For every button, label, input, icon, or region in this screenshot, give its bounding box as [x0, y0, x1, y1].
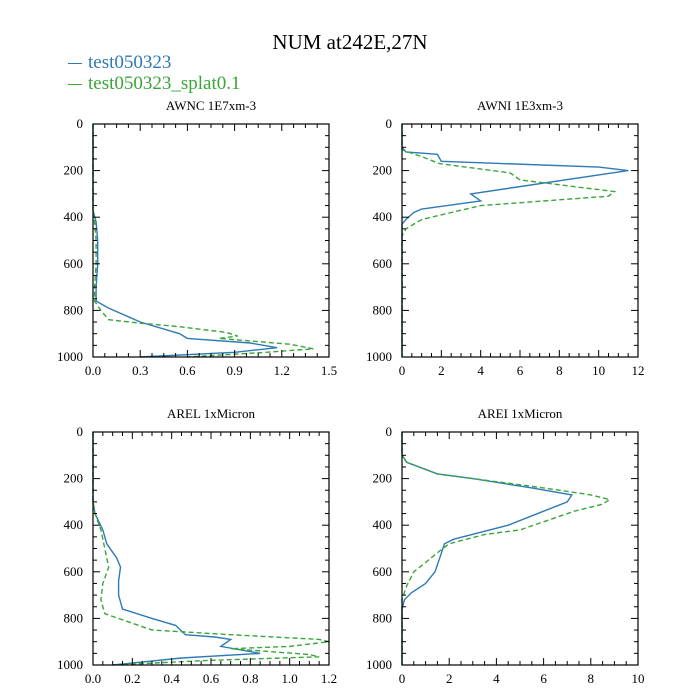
- plot-frame: [401, 123, 639, 358]
- panel-title: AWNI 1E3xm-3: [477, 98, 563, 113]
- y-tick-label: 1000: [366, 657, 392, 672]
- legend-label-splat: test050323_splat0.1: [88, 73, 241, 94]
- x-tick-label: 0.9: [226, 363, 242, 378]
- panel-title: AWNC 1E7xm-3: [166, 98, 256, 113]
- x-tick-label: 0: [399, 671, 406, 686]
- x-tick-label: 0: [399, 363, 406, 378]
- y-tick-label: 400: [373, 517, 393, 532]
- series-line-splat: [92, 124, 314, 358]
- y-tick-label: 200: [64, 163, 84, 178]
- y-tick-label: 0: [77, 424, 84, 439]
- x-tick-label: 0.2: [124, 671, 140, 686]
- series-line-test050323: [92, 124, 278, 358]
- x-tick-label: 10: [632, 671, 645, 686]
- y-tick-label: 200: [373, 471, 393, 486]
- plot-frame: [92, 431, 330, 666]
- x-tick-label: 4: [493, 671, 500, 686]
- y-tick-label: 600: [64, 564, 84, 579]
- x-tick-label: 0.0: [85, 363, 101, 378]
- chart-panel-4: AREI 1xMicron 0 200 400 600 800 1000 0 2 4 6 8 10: [366, 406, 645, 686]
- series-line-splat: [401, 432, 612, 665]
- series-line-test050323: [401, 124, 629, 357]
- y-tick-label: 200: [64, 471, 84, 486]
- plot-frame: [401, 431, 639, 666]
- x-tick-label: 2: [438, 363, 445, 378]
- series-line-test050323: [401, 432, 574, 665]
- y-tick-label: 800: [64, 302, 84, 317]
- y-tick-label: 0: [386, 116, 393, 131]
- x-tick-label: 10: [592, 363, 605, 378]
- x-tick-label: 0.4: [164, 671, 181, 686]
- panel-title: AREL 1xMicron: [167, 406, 255, 421]
- x-tick-label: 0.3: [132, 363, 148, 378]
- y-tick-label: 400: [64, 517, 84, 532]
- legend-item-splat: test050323_splat0.1: [68, 73, 241, 94]
- chart-panel-2: AWNI 1E3xm-3 0 200 400 600 800 1000 0 2 4 6 8 10 12: [366, 98, 645, 378]
- y-tick-label: 1000: [366, 349, 392, 364]
- y-tick-label: 800: [373, 302, 393, 317]
- x-tick-label: 4: [477, 363, 484, 378]
- legend-line-splat: [68, 84, 82, 86]
- y-tick-label: 400: [64, 209, 84, 224]
- series-line-splat: [401, 124, 617, 357]
- series-line-splat: [92, 432, 330, 666]
- x-tick-label: 1.0: [282, 671, 298, 686]
- x-tick-label: 1.2: [321, 671, 337, 686]
- panel-title: AREI 1xMicron: [478, 406, 563, 421]
- legend-item-test050323: test050323: [68, 52, 241, 73]
- x-tick-label: 12: [632, 363, 645, 378]
- figure-title: NUM at242E,27N: [272, 30, 428, 54]
- x-tick-label: 0.0: [85, 671, 101, 686]
- x-tick-label: 8: [556, 363, 563, 378]
- y-tick-label: 400: [373, 209, 393, 224]
- x-tick-label: 6: [540, 671, 547, 686]
- y-tick-label: 800: [373, 610, 393, 625]
- legend: test050323 test050323_splat0.1: [68, 52, 241, 94]
- y-tick-label: 0: [77, 116, 84, 131]
- y-tick-label: 200: [373, 163, 393, 178]
- x-tick-label: 6: [517, 363, 524, 378]
- x-tick-label: 8: [588, 671, 595, 686]
- series-line-test050323: [92, 432, 261, 666]
- legend-label-test050323: test050323: [88, 52, 172, 73]
- x-tick-label: 1.5: [321, 363, 337, 378]
- y-tick-label: 0: [386, 424, 393, 439]
- y-tick-label: 1000: [57, 657, 83, 672]
- x-tick-label: 1.2: [274, 363, 290, 378]
- y-tick-label: 600: [373, 564, 393, 579]
- y-tick-label: 600: [64, 256, 84, 271]
- x-tick-label: 2: [446, 671, 453, 686]
- y-tick-label: 1000: [57, 349, 83, 364]
- legend-line-test050323: [68, 63, 82, 65]
- x-tick-label: 0.8: [242, 671, 258, 686]
- x-tick-label: 0.6: [179, 363, 196, 378]
- y-tick-label: 600: [373, 256, 393, 271]
- y-tick-label: 800: [64, 610, 84, 625]
- x-tick-label: 0.6: [203, 671, 220, 686]
